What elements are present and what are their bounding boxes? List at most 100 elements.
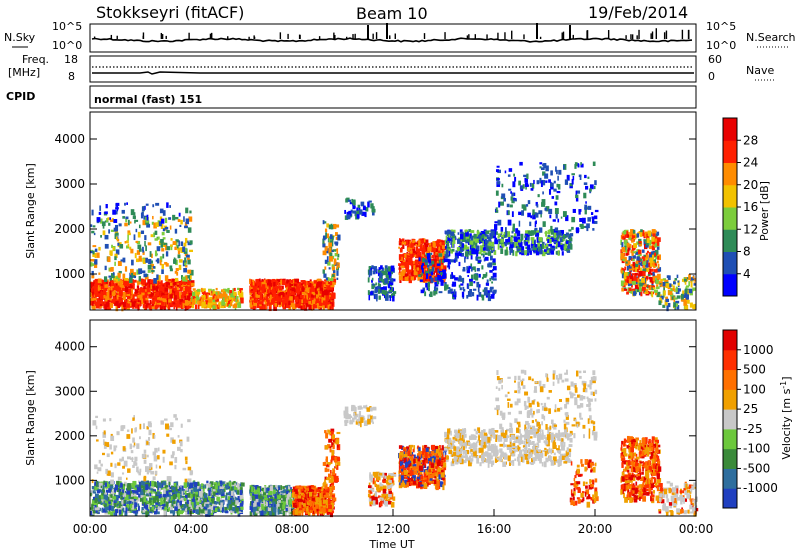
power-data-cell — [516, 240, 519, 247]
power-data-cell — [440, 279, 444, 286]
power-data-cell — [623, 275, 627, 280]
power-data-cell — [127, 288, 132, 294]
power-data-cell — [474, 238, 479, 243]
power-data-cell — [177, 250, 181, 255]
power-data-cell — [184, 225, 188, 229]
power-data-cell — [180, 241, 184, 246]
power-data-cell — [660, 278, 664, 282]
power-data-cell — [272, 301, 276, 304]
power-data-cell — [424, 277, 427, 281]
power-data-cell — [560, 244, 563, 250]
power-data-cell — [332, 223, 337, 230]
power-ytick-label: 2000 — [54, 222, 85, 236]
nave-label: Nave — [746, 64, 774, 77]
power-data-cell — [236, 299, 240, 304]
power-colorbar-tick-label: 20 — [743, 178, 758, 192]
power-data-cell — [328, 247, 332, 254]
power-data-cell — [109, 298, 112, 301]
power-data-cell — [651, 285, 656, 288]
power-data-cell — [545, 243, 549, 250]
power-data-cell — [161, 269, 164, 274]
power-data-cell — [131, 282, 135, 286]
power-data-cell — [170, 244, 173, 248]
power-data-cell — [101, 293, 104, 298]
power-data-cell — [569, 237, 572, 241]
power-data-cell — [483, 291, 488, 296]
velocity-data-cell — [134, 489, 139, 495]
power-data-cell — [135, 289, 139, 294]
power-data-cell — [508, 188, 512, 191]
power-data-cell — [500, 226, 504, 232]
power-data-cell — [146, 303, 150, 306]
power-data-cell — [212, 300, 215, 305]
power-data-cell — [291, 287, 296, 292]
power-data-cell — [634, 272, 638, 276]
power-data-cell — [438, 259, 441, 264]
power-data-cell — [91, 270, 94, 276]
power-data-cell — [381, 289, 386, 295]
power-data-cell — [196, 289, 201, 292]
power-data-cell — [181, 275, 183, 280]
power-data-cell — [92, 245, 97, 248]
power-data-cell — [529, 230, 533, 237]
power-data-cell — [511, 230, 514, 234]
power-data-cell — [214, 295, 217, 300]
power-data-cell — [415, 246, 419, 253]
power-data-cell — [138, 268, 143, 275]
power-data-cell — [259, 305, 264, 310]
power-data-cell — [534, 221, 537, 228]
power-data-cell — [541, 199, 546, 206]
power-data-cell — [547, 238, 551, 244]
power-data-cell — [165, 263, 169, 267]
power-data-cell — [626, 275, 630, 280]
power-data-cell — [249, 287, 252, 294]
power-data-cell — [332, 278, 336, 281]
power-data-cell — [681, 278, 685, 282]
power-data-cell — [249, 297, 254, 300]
power-data-cell — [319, 286, 322, 292]
power-data-cell — [258, 287, 261, 290]
power-data-cell — [492, 258, 496, 263]
power-data-cell — [535, 248, 539, 251]
power-data-cell — [374, 288, 378, 294]
power-data-cell — [255, 285, 259, 291]
power-data-cell — [433, 247, 436, 253]
power-data-cell — [429, 263, 433, 266]
power-data-cell — [646, 259, 648, 266]
power-data-cell — [640, 232, 643, 237]
power-data-cell — [281, 281, 286, 286]
power-data-cell — [336, 248, 339, 255]
power-data-cell — [652, 276, 656, 282]
power-data-cell — [685, 285, 690, 288]
velocity-data-cell — [138, 493, 142, 498]
power-data-cell — [641, 286, 646, 291]
freq-label-line2: [MHz] — [8, 66, 40, 79]
power-data-cell — [515, 251, 518, 257]
power-data-cell — [488, 262, 493, 268]
power-data-cell — [311, 300, 316, 306]
power-data-cell — [494, 221, 498, 224]
power-data-cell — [557, 184, 561, 190]
power-data-cell — [635, 277, 640, 283]
power-data-cell — [689, 277, 693, 281]
power-data-cell — [426, 256, 430, 262]
power-data-cell — [143, 285, 146, 289]
power-data-cell — [688, 288, 693, 294]
power-data-cell — [272, 298, 276, 301]
power-data-cell — [215, 291, 218, 295]
power-data-cell — [650, 251, 653, 257]
power-data-cell — [462, 288, 466, 292]
power-data-cell — [509, 244, 514, 249]
power-data-cell — [448, 234, 451, 238]
power-data-cell — [256, 302, 259, 308]
power-data-cell — [176, 304, 180, 308]
power-data-cell — [481, 294, 485, 301]
power-data-cell — [333, 261, 336, 266]
power-data-cell — [261, 298, 264, 305]
power-data-cell — [631, 266, 635, 271]
power-data-cell — [589, 189, 592, 194]
power-data-cell — [546, 246, 549, 251]
power-data-cell — [314, 291, 319, 297]
power-data-cell — [258, 301, 262, 305]
power-data-cell — [533, 214, 537, 218]
